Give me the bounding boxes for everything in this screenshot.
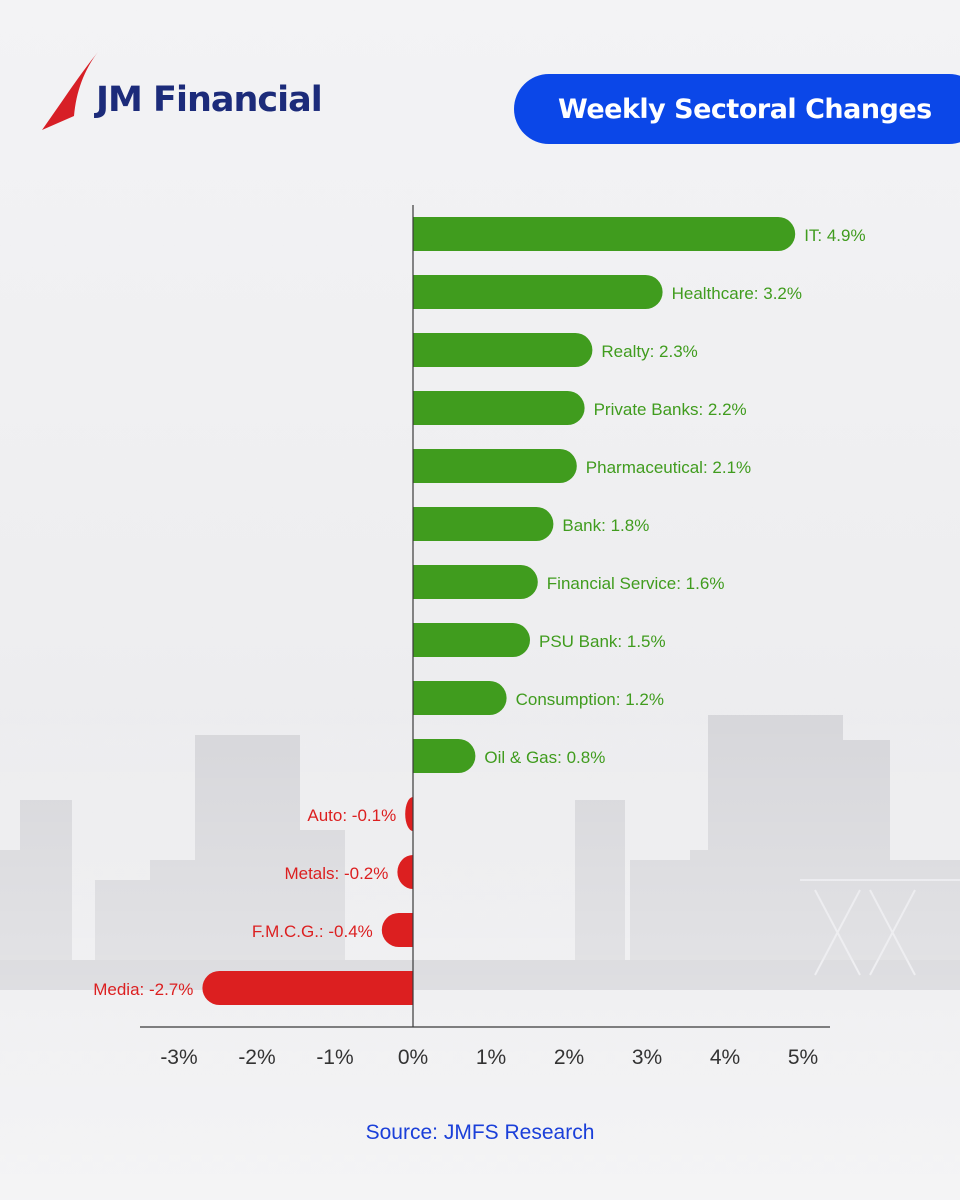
bar-label: Pharmaceutical: 2.1% — [586, 458, 751, 477]
x-tick-label: -2% — [238, 1046, 275, 1069]
x-tick-label: 1% — [476, 1046, 506, 1069]
bar-it — [413, 217, 796, 251]
chart-title: Weekly Sectoral Changes — [558, 93, 932, 125]
bar-media — [202, 971, 413, 1005]
bar-label: Healthcare: 3.2% — [672, 284, 802, 303]
x-tick-label: -3% — [160, 1046, 197, 1069]
title-banner: Weekly Sectoral Changes — [514, 74, 960, 144]
bar-consumption — [413, 681, 507, 715]
bar-label: PSU Bank: 1.5% — [539, 632, 666, 651]
bar-label: Consumption: 1.2% — [516, 690, 664, 709]
x-tick-label: 4% — [710, 1046, 740, 1069]
bar-label: Bank: 1.8% — [562, 516, 649, 535]
bar-label: Realty: 2.3% — [601, 342, 697, 361]
x-tick-label: 3% — [632, 1046, 662, 1069]
x-tick-label: 2% — [554, 1046, 584, 1069]
bar-label: Auto: -0.1% — [307, 806, 396, 825]
bar-label: Financial Service: 1.6% — [547, 574, 725, 593]
bar-healthcare — [413, 275, 663, 309]
bar-label: Oil & Gas: 0.8% — [484, 748, 605, 767]
x-tick-label: 5% — [788, 1046, 818, 1069]
brand-name: JM Financial — [96, 80, 323, 120]
brand-logo: JM Financial — [40, 52, 323, 134]
bar-private-banks — [413, 391, 585, 425]
bar-realty — [413, 333, 593, 367]
bar-label: Metals: -0.2% — [284, 864, 388, 883]
bar-label: Media: -2.7% — [93, 980, 193, 999]
bar-bank — [413, 507, 554, 541]
sail-logo-icon — [42, 52, 98, 130]
bar-metals — [397, 855, 413, 889]
bar-label: Private Banks: 2.2% — [594, 400, 747, 419]
bar-auto — [405, 797, 413, 831]
bar-oil-gas — [413, 739, 476, 773]
x-tick-label: 0% — [398, 1046, 428, 1069]
source-note: Source: JMFS Research — [365, 1121, 595, 1144]
bar-label: F.M.C.G.: -0.4% — [252, 922, 373, 941]
bar-psu-bank — [413, 623, 530, 657]
bar-financial-service — [413, 565, 538, 599]
x-tick-label: -1% — [316, 1046, 353, 1069]
bar-label: IT: 4.9% — [804, 226, 865, 245]
bar-f-m-c-g- — [381, 913, 413, 947]
bar-pharmaceutical — [413, 449, 577, 483]
